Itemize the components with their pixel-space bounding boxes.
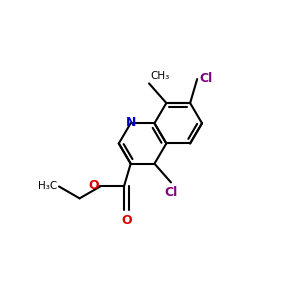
Text: O: O: [121, 214, 132, 227]
Text: Cl: Cl: [164, 186, 178, 199]
Text: Cl: Cl: [200, 72, 213, 85]
Text: N: N: [125, 116, 136, 129]
Text: CH₃: CH₃: [151, 71, 170, 81]
Text: O: O: [88, 179, 99, 192]
Text: H₃C: H₃C: [38, 181, 57, 190]
